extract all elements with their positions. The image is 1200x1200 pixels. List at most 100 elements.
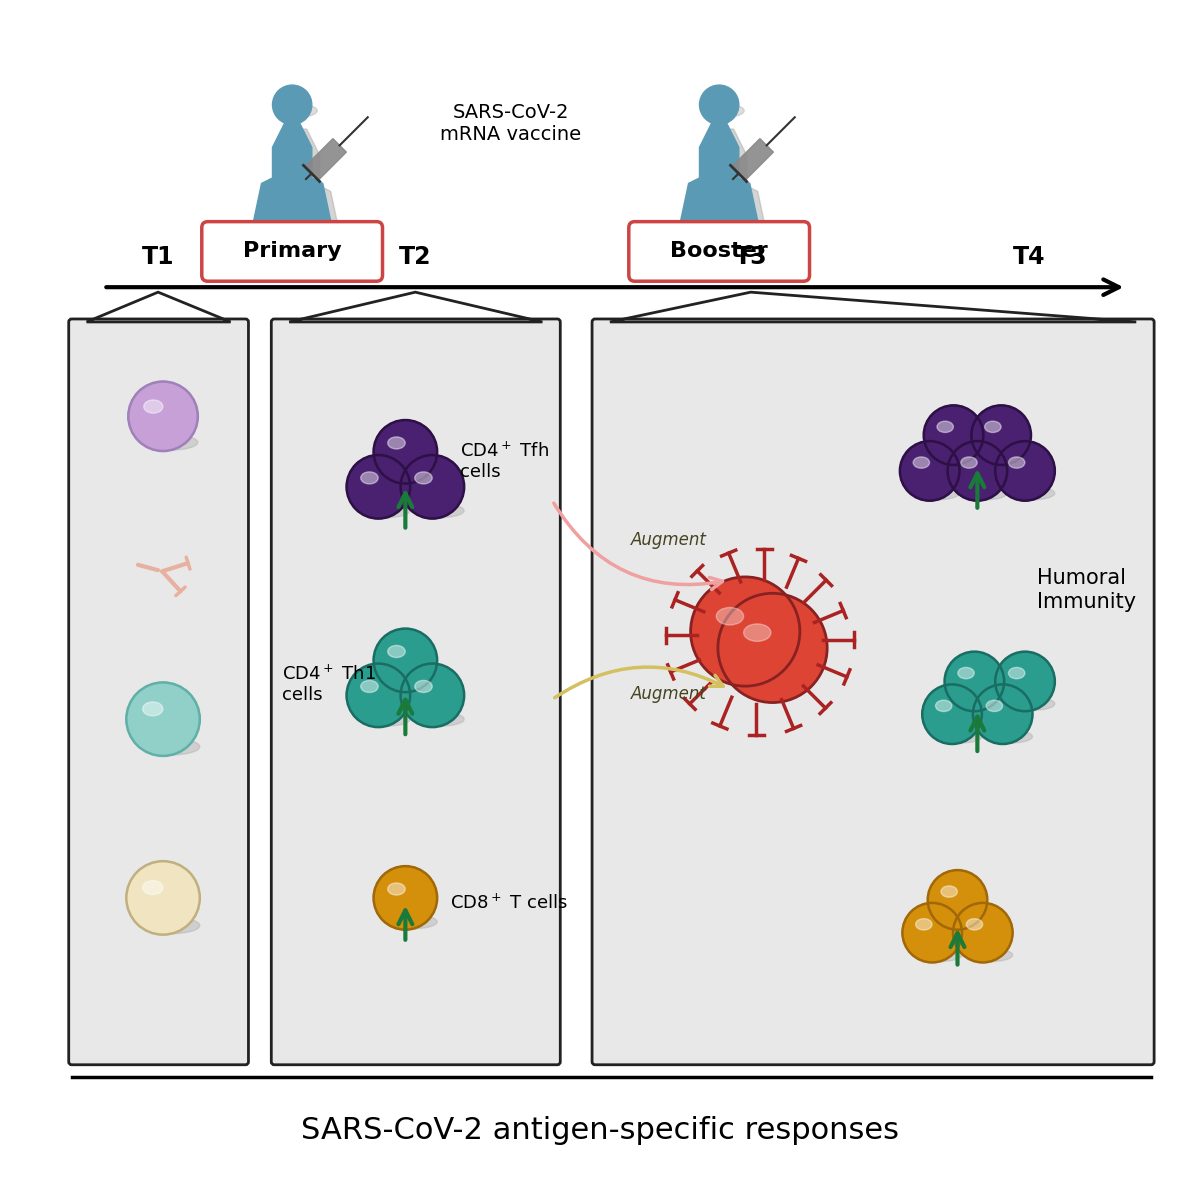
Circle shape <box>272 85 312 125</box>
Ellipse shape <box>413 712 464 726</box>
Ellipse shape <box>956 697 1004 710</box>
Circle shape <box>126 683 199 756</box>
FancyBboxPatch shape <box>592 319 1154 1064</box>
Ellipse shape <box>937 421 953 432</box>
Text: Augment: Augment <box>630 532 707 550</box>
Polygon shape <box>678 121 761 235</box>
Text: SARS-CoV-2 antigen-specific responses: SARS-CoV-2 antigen-specific responses <box>301 1116 899 1145</box>
Circle shape <box>691 577 800 686</box>
Ellipse shape <box>388 646 406 658</box>
Ellipse shape <box>716 607 744 625</box>
Text: CD8$^+$ T cells: CD8$^+$ T cells <box>450 893 568 912</box>
Circle shape <box>995 652 1055 712</box>
Circle shape <box>347 664 410 727</box>
Circle shape <box>718 593 827 702</box>
Ellipse shape <box>1007 697 1055 710</box>
Circle shape <box>948 442 1007 500</box>
Circle shape <box>900 442 960 500</box>
Text: T4: T4 <box>1013 245 1045 269</box>
Ellipse shape <box>361 472 378 484</box>
Ellipse shape <box>1008 667 1025 679</box>
Ellipse shape <box>936 700 952 712</box>
Polygon shape <box>305 139 347 180</box>
Ellipse shape <box>388 883 406 895</box>
Circle shape <box>902 902 962 962</box>
Circle shape <box>972 406 1031 464</box>
Circle shape <box>973 684 1032 744</box>
Circle shape <box>928 870 988 930</box>
Text: CD4$^+$ Tfh
cells: CD4$^+$ Tfh cells <box>460 440 548 481</box>
Ellipse shape <box>413 504 464 517</box>
Ellipse shape <box>913 457 930 468</box>
Ellipse shape <box>143 881 163 895</box>
Polygon shape <box>685 130 769 242</box>
Text: Primary: Primary <box>242 241 342 262</box>
Text: CD4$^+$ Th1
cells: CD4$^+$ Th1 cells <box>282 665 376 704</box>
Circle shape <box>700 85 739 125</box>
Ellipse shape <box>966 919 983 930</box>
Ellipse shape <box>965 948 1013 961</box>
Ellipse shape <box>388 437 406 449</box>
Ellipse shape <box>940 916 988 929</box>
Circle shape <box>373 866 437 930</box>
Ellipse shape <box>386 914 437 929</box>
FancyArrowPatch shape <box>553 503 722 589</box>
Circle shape <box>401 455 464 518</box>
Circle shape <box>944 652 1004 712</box>
Ellipse shape <box>934 730 982 743</box>
Ellipse shape <box>961 457 977 468</box>
Ellipse shape <box>916 919 932 930</box>
Ellipse shape <box>986 700 1002 712</box>
Circle shape <box>923 684 982 744</box>
Ellipse shape <box>415 680 432 692</box>
Ellipse shape <box>1007 486 1055 500</box>
Text: Augment: Augment <box>630 685 707 703</box>
Text: T3: T3 <box>734 245 767 269</box>
Ellipse shape <box>142 738 199 755</box>
Text: SARS-CoV-2
mRNA vaccine: SARS-CoV-2 mRNA vaccine <box>440 103 581 144</box>
FancyBboxPatch shape <box>68 319 248 1064</box>
Ellipse shape <box>386 677 437 691</box>
Circle shape <box>126 862 199 935</box>
Ellipse shape <box>985 730 1032 743</box>
Circle shape <box>128 382 198 451</box>
Text: T2: T2 <box>400 245 432 269</box>
FancyBboxPatch shape <box>202 222 383 281</box>
Ellipse shape <box>415 472 432 484</box>
Text: Booster: Booster <box>671 241 768 262</box>
Ellipse shape <box>983 451 1031 464</box>
Ellipse shape <box>912 486 960 500</box>
Circle shape <box>347 455 410 518</box>
Ellipse shape <box>958 667 974 679</box>
Ellipse shape <box>706 104 744 118</box>
Ellipse shape <box>143 434 198 450</box>
Polygon shape <box>732 139 774 180</box>
Circle shape <box>373 629 437 692</box>
Ellipse shape <box>941 886 958 898</box>
Ellipse shape <box>744 624 770 641</box>
Ellipse shape <box>985 421 1001 432</box>
Ellipse shape <box>1008 457 1025 468</box>
Text: T1: T1 <box>142 245 174 269</box>
Ellipse shape <box>361 680 378 692</box>
Circle shape <box>953 902 1013 962</box>
Ellipse shape <box>936 451 983 464</box>
Ellipse shape <box>143 702 163 716</box>
Ellipse shape <box>386 468 437 482</box>
Ellipse shape <box>359 712 410 726</box>
Circle shape <box>924 406 983 464</box>
FancyBboxPatch shape <box>629 222 810 281</box>
Ellipse shape <box>278 104 317 118</box>
Polygon shape <box>251 121 334 235</box>
Text: Humoral
Immunity: Humoral Immunity <box>1037 569 1136 612</box>
Ellipse shape <box>144 400 163 413</box>
Circle shape <box>401 664 464 727</box>
Ellipse shape <box>142 917 199 934</box>
Polygon shape <box>258 130 342 242</box>
Ellipse shape <box>960 486 1007 500</box>
Circle shape <box>373 420 437 484</box>
Ellipse shape <box>359 504 410 517</box>
FancyBboxPatch shape <box>271 319 560 1064</box>
Circle shape <box>995 442 1055 500</box>
FancyArrowPatch shape <box>554 667 724 697</box>
